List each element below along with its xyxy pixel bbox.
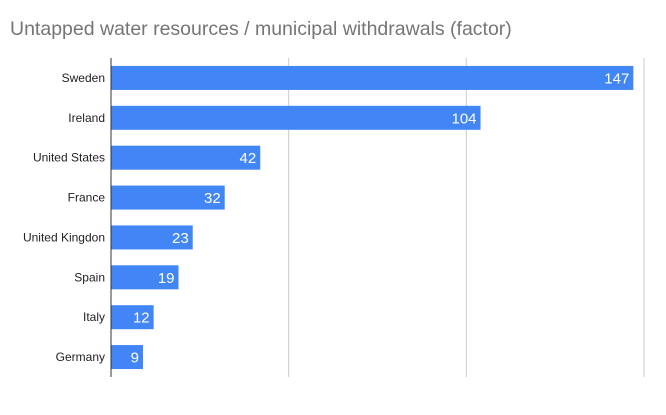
chart-title: Untapped water resources / municipal wit… [10,18,512,40]
category-label: United Kingdon [23,230,105,244]
bar [111,265,179,290]
bar [111,65,634,90]
category-label: Italy [83,310,105,324]
category-label: United States [33,151,105,165]
category-label: Ireland [68,111,105,125]
data-label: 12 [133,310,150,327]
bar [111,345,143,370]
data-label: 147 [604,70,629,87]
category-label: Sweden [62,71,105,85]
data-label: 104 [452,110,477,127]
data-label: 9 [131,350,139,367]
bar [111,105,481,130]
data-label: 23 [172,230,189,247]
category-label: Germany [56,350,105,364]
data-label: 32 [204,190,221,207]
bar [111,145,261,170]
category-label: France [68,191,106,205]
data-label: 42 [240,150,257,167]
bar [111,305,154,330]
bar [111,225,193,250]
bar [111,185,225,210]
category-label: Spain [74,270,105,284]
data-label: 19 [158,270,175,287]
